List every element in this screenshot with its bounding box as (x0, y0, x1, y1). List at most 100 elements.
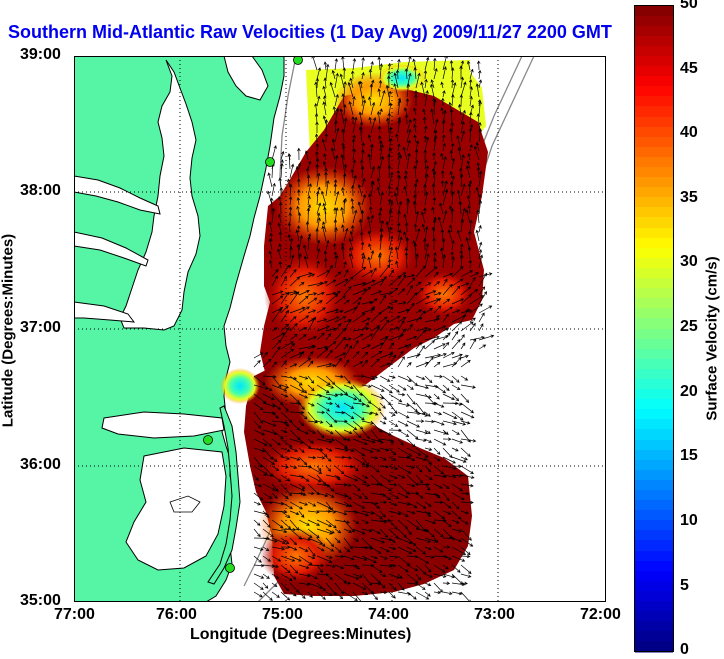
colorbar-tick-45: 45 (680, 60, 698, 77)
station-marker[interactable] (203, 435, 213, 445)
velocity-arrow (451, 393, 460, 402)
velocity-arrow (450, 142, 455, 152)
velocity-arrow (424, 375, 433, 384)
velocity-arrow (316, 537, 326, 548)
velocity-arrow (280, 573, 293, 581)
velocity-arrow (325, 316, 340, 323)
colorbar-tick-0: 0 (680, 641, 689, 658)
velocity-arrow (388, 411, 396, 416)
velocity-arrow (388, 208, 393, 224)
velocity-arrow (334, 591, 344, 600)
velocity-arrow (343, 104, 347, 116)
velocity-arrow (442, 109, 447, 125)
velocity-arrow (442, 210, 448, 224)
velocity-arrow (315, 150, 319, 161)
velocity-arrow (424, 429, 431, 435)
velocity-arrow (388, 492, 400, 499)
velocity-arrow (271, 591, 280, 598)
velocity-arrow (460, 554, 471, 559)
velocity-arrow (379, 474, 392, 483)
velocity-arrow (406, 465, 415, 469)
velocity-arrow (349, 246, 354, 260)
velocity-arrow (316, 318, 328, 323)
velocity-arrow (397, 222, 401, 233)
velocity-arrow (289, 573, 297, 580)
velocity-arrow (433, 402, 445, 408)
velocity-arrow (450, 207, 455, 224)
velocity-arrow (289, 447, 299, 452)
velocity-arrow (423, 237, 427, 251)
velocity-arrow (415, 253, 419, 269)
velocity-arrow (339, 73, 345, 89)
velocity-arrow (379, 219, 384, 233)
velocity-arrow (307, 528, 320, 539)
velocity-arrow (442, 332, 451, 341)
velocity-arrow (253, 465, 268, 475)
velocity-arrow (334, 392, 344, 397)
velocity-arrow (316, 564, 324, 573)
velocity-arrow (433, 353, 447, 359)
velocity-arrow (388, 315, 401, 323)
velocity-arrow (352, 281, 367, 287)
velocity-arrow (370, 591, 378, 601)
velocity-arrow (424, 510, 432, 518)
velocity-arrow (405, 237, 410, 251)
velocity-arrow (424, 519, 437, 525)
rappahannock-river (74, 231, 149, 267)
velocity-arrow (424, 582, 432, 587)
velocity-arrow (298, 573, 311, 578)
velocity-arrow (460, 420, 471, 425)
velocity-arrow (316, 420, 324, 424)
velocity-arrow (433, 271, 439, 278)
velocity-arrow (343, 429, 353, 435)
velocity-arrow (442, 573, 456, 579)
velocity-arrow (406, 118, 412, 134)
velocity-arrow (468, 78, 473, 89)
velocity-arrow (316, 582, 326, 592)
velocity-arrow (424, 317, 441, 323)
velocity-arrow (388, 326, 399, 332)
velocity-arrow (352, 510, 369, 517)
velocity-arrow (442, 447, 453, 459)
map-plot[interactable] (74, 56, 606, 602)
velocity-arrow (334, 58, 338, 71)
velocity-arrow (460, 500, 474, 505)
velocity-arrow (442, 298, 451, 305)
station-marker[interactable] (293, 56, 303, 65)
velocity-arrow (379, 402, 386, 409)
velocity-arrow (289, 276, 301, 287)
velocity-arrow (370, 546, 382, 554)
velocity-arrow (440, 107, 444, 116)
velocity-arrow (415, 361, 429, 368)
velocity-arrow (451, 353, 463, 359)
station-marker[interactable] (265, 157, 275, 167)
velocity-arrow (415, 345, 425, 359)
velocity-arrow (325, 492, 335, 498)
velocity-arrow (271, 268, 279, 278)
velocity-arrow (280, 527, 297, 532)
velocity-arrow (334, 374, 344, 379)
velocity-arrow (334, 295, 346, 305)
velocity-arrow (262, 483, 276, 491)
velocity-arrow (307, 351, 314, 359)
velocity-arrow (406, 546, 417, 552)
velocity-arrow (271, 308, 282, 323)
velocity-arrow (459, 249, 464, 260)
velocity-arrow (415, 438, 427, 442)
velocity-arrow (298, 456, 308, 466)
velocity-arrow (459, 94, 464, 107)
velocity-arrow (379, 143, 384, 161)
velocity-arrow (379, 155, 384, 170)
velocity-arrow (367, 230, 372, 242)
velocity-vectors (253, 56, 495, 602)
station-marker[interactable] (225, 563, 235, 573)
velocity-arrow (325, 519, 337, 529)
velocity-arrow (388, 555, 399, 559)
velocity-arrow (424, 242, 430, 260)
velocity-arrow (361, 375, 376, 381)
velocity-arrow (451, 309, 461, 314)
velocity-arrow (433, 325, 447, 332)
velocity-arrow (343, 492, 352, 500)
velocity-arrow (388, 420, 399, 427)
velocity-arrow (352, 582, 367, 590)
